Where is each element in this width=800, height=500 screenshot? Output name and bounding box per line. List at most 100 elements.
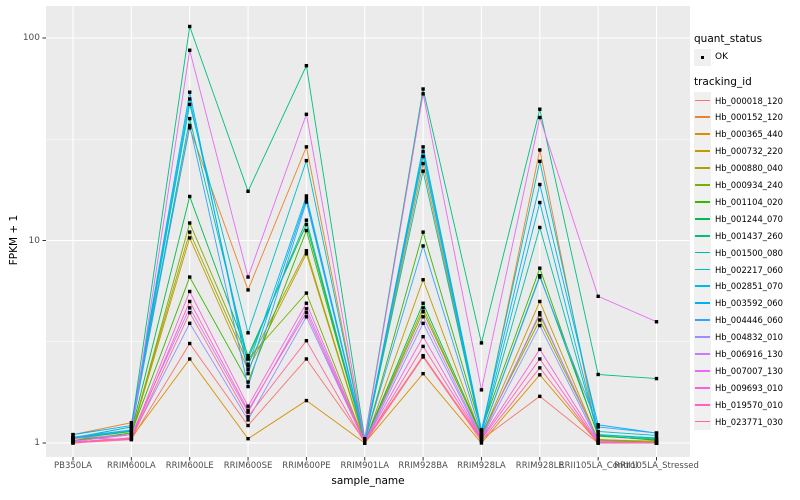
- legend-entry-tracking-id: Hb_023771_030: [694, 413, 783, 431]
- series-label: Hb_000934_240: [715, 180, 783, 190]
- series-label: Hb_019570_010: [715, 399, 783, 410]
- data-point: [71, 437, 75, 441]
- data-point: [188, 306, 192, 310]
- series-line-icon: [695, 133, 710, 136]
- series-line-icon: [695, 420, 710, 423]
- data-point: [246, 418, 250, 422]
- data-point: [596, 432, 600, 437]
- series-label: Hb_001437_260: [715, 230, 783, 241]
- series-label: Hb_003592_060: [715, 298, 783, 309]
- series-label: Hb_000365_440: [715, 129, 783, 140]
- series-color-key: [694, 294, 711, 312]
- data-point: [246, 353, 250, 358]
- data-point: [538, 266, 542, 270]
- x-tick-label: RRIM600PE: [282, 461, 331, 471]
- legend-entry-tracking-id: Hb_002217_060: [694, 261, 783, 278]
- x-tick-label: RRIM600LE: [165, 461, 214, 471]
- data-point: [421, 87, 425, 91]
- legend-entry-tracking-id: Hb_004832_010: [694, 328, 783, 346]
- y-tick-label: 10: [28, 235, 40, 246]
- data-point: [188, 341, 192, 346]
- data-point: [596, 429, 600, 434]
- data-point: [654, 320, 659, 324]
- legend-entry-tracking-id: Hb_000365_440: [694, 125, 783, 143]
- data-point: [421, 344, 425, 349]
- data-point: [188, 97, 192, 101]
- series-line-icon: [695, 386, 710, 389]
- data-point: [538, 182, 542, 187]
- x-tick-label: RRIM928LA: [457, 461, 506, 471]
- series-line-icon: [695, 200, 710, 203]
- series-line-icon: [695, 116, 710, 119]
- series-label: Hb_000018_120: [715, 95, 783, 106]
- data-point: [129, 432, 134, 437]
- data-point: [304, 249, 309, 253]
- data-point: [479, 441, 484, 445]
- data-point: [421, 334, 425, 339]
- data-point: [304, 315, 309, 319]
- data-point: [246, 368, 250, 372]
- legend-entry-quant-status-ok: OK: [694, 48, 728, 66]
- series-color-key: [694, 244, 711, 262]
- data-point: [538, 225, 542, 230]
- data-point: [246, 371, 250, 376]
- series-line-icon: [695, 285, 710, 288]
- data-point: [538, 366, 542, 370]
- series-color-key: [694, 193, 711, 211]
- data-point: [654, 431, 659, 435]
- data-point: [246, 404, 250, 408]
- data-point: [304, 398, 309, 403]
- series-color-key: [694, 413, 711, 431]
- data-point: [421, 315, 425, 319]
- series-label: Hb_001104_020: [715, 196, 783, 207]
- data-point: [246, 331, 250, 335]
- data-point: [304, 222, 309, 227]
- data-point: [538, 373, 542, 377]
- legend-entry-tracking-id: Hb_000934_240: [694, 176, 783, 194]
- series-label: Hb_009693_010: [715, 382, 783, 393]
- data-point: [538, 323, 542, 328]
- quant-status-ok-label: OK: [715, 52, 728, 62]
- series-color-key: [694, 210, 711, 228]
- data-point: [246, 414, 250, 419]
- series-color-key: [694, 159, 711, 177]
- legend-entry-tracking-id: Hb_001244_070: [694, 210, 783, 228]
- series-color-key: [694, 227, 711, 245]
- data-point: [129, 428, 134, 432]
- data-point: [421, 355, 425, 359]
- data-point: [188, 275, 192, 279]
- data-point: [129, 420, 134, 425]
- data-point: [538, 347, 542, 352]
- panel-background: [46, 6, 690, 457]
- data-point: [363, 441, 367, 445]
- data-point: [596, 441, 600, 445]
- data-point: [188, 48, 192, 52]
- data-point: [188, 90, 192, 94]
- data-point: [304, 291, 309, 295]
- data-point: [188, 116, 192, 121]
- x-tick-label: RRII105LA_Control: [558, 461, 638, 471]
- data-point: [538, 394, 542, 399]
- data-point: [538, 115, 542, 120]
- series-line-icon: [695, 268, 710, 271]
- data-point: [246, 408, 250, 413]
- data-point: [304, 301, 309, 305]
- data-point: [421, 310, 425, 314]
- x-tick-label: PB350LA: [54, 461, 92, 471]
- series-line-icon: [695, 184, 710, 186]
- x-axis-title: sample_name: [331, 475, 405, 487]
- data-point: [304, 357, 309, 361]
- data-point: [421, 306, 425, 310]
- legend-title-quant-status: quant_status: [694, 33, 763, 45]
- data-point: [129, 423, 134, 428]
- data-point: [188, 194, 192, 199]
- data-point: [304, 194, 309, 198]
- series-line-icon: [695, 150, 710, 153]
- series-color-key: [694, 362, 711, 380]
- data-point: [188, 299, 192, 304]
- series-line-icon: [695, 234, 710, 237]
- x-tick-label: RRIM600SE: [223, 461, 273, 471]
- series-line-icon: [695, 403, 710, 406]
- data-point: [654, 436, 659, 440]
- series-label: Hb_004832_010: [715, 332, 783, 343]
